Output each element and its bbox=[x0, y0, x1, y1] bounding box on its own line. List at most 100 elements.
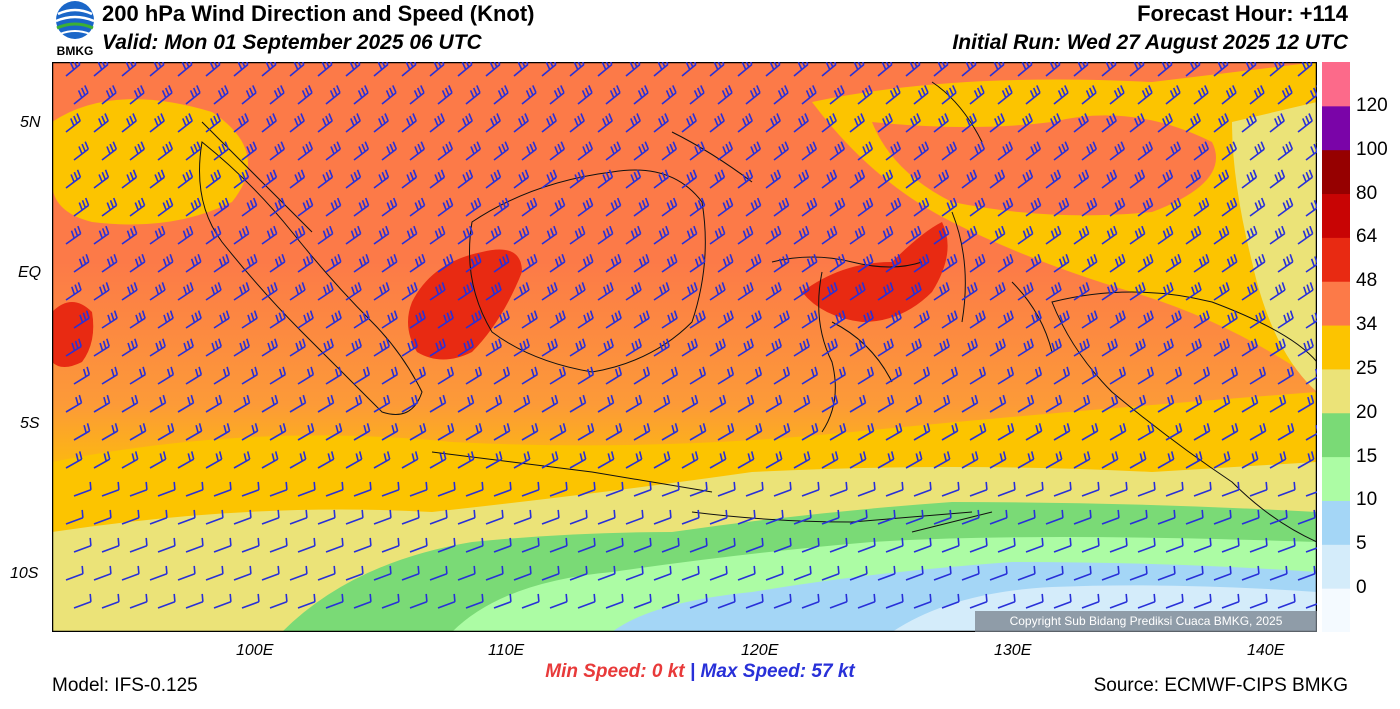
wind-barb bbox=[913, 423, 931, 441]
wind-barb bbox=[121, 451, 139, 469]
wind-barb bbox=[373, 62, 389, 77]
wind-barb bbox=[997, 481, 1016, 497]
wind-barb bbox=[1277, 366, 1295, 385]
wind-barb bbox=[541, 394, 559, 413]
wind-barb bbox=[1305, 198, 1317, 217]
wind-barb bbox=[1213, 394, 1231, 413]
wind-barb bbox=[745, 593, 764, 609]
wind-barb bbox=[773, 423, 791, 441]
wind-barb bbox=[689, 423, 707, 441]
wind-barb bbox=[605, 85, 621, 105]
wind-barb bbox=[513, 113, 529, 133]
wind-barb bbox=[1297, 394, 1315, 413]
wind-barb bbox=[457, 509, 476, 525]
wind-barb bbox=[765, 113, 781, 133]
wind-barb bbox=[149, 394, 167, 413]
wind-barb bbox=[297, 481, 316, 497]
wind-barb bbox=[93, 169, 110, 189]
wind-barb bbox=[297, 537, 316, 553]
wind-barb bbox=[849, 394, 867, 413]
wind-barb bbox=[241, 310, 258, 329]
wind-barb bbox=[605, 593, 624, 609]
wind-barb bbox=[1221, 141, 1238, 161]
wind-barb bbox=[745, 481, 764, 497]
wind-barb bbox=[149, 565, 168, 581]
wind-barb bbox=[773, 254, 790, 273]
wind-barb bbox=[709, 394, 727, 413]
wind-barb bbox=[969, 141, 986, 161]
wind-barb bbox=[961, 62, 977, 77]
wind-barb bbox=[1045, 113, 1061, 133]
wind-barb bbox=[793, 225, 810, 245]
wind-barb bbox=[213, 423, 231, 441]
wind-barb bbox=[829, 481, 848, 497]
wind-barb bbox=[717, 481, 736, 497]
wind-barb bbox=[1165, 481, 1184, 497]
colorbar-swatch bbox=[1322, 456, 1350, 501]
wind-barb bbox=[793, 451, 811, 469]
wind-barb bbox=[1185, 62, 1201, 77]
wind-barb bbox=[877, 62, 893, 77]
wind-barb bbox=[549, 85, 565, 105]
wind-barb bbox=[653, 282, 670, 301]
wind-barb bbox=[1249, 254, 1266, 273]
wind-barb bbox=[857, 593, 876, 609]
wind-barb bbox=[521, 310, 538, 329]
wind-barb bbox=[829, 85, 845, 105]
wind-barb bbox=[1241, 62, 1257, 77]
wind-barb bbox=[1053, 310, 1070, 329]
wind-barb bbox=[73, 366, 91, 385]
wind-barb bbox=[1081, 141, 1098, 161]
wind-barb bbox=[821, 282, 838, 301]
wind-barb bbox=[1269, 565, 1288, 581]
wind-barb bbox=[129, 254, 146, 273]
wind-barb bbox=[521, 537, 540, 553]
wind-barb bbox=[989, 169, 1006, 189]
wind-barb bbox=[185, 141, 202, 161]
wind-barb bbox=[597, 113, 613, 133]
zone-orange-ne bbox=[872, 115, 1216, 216]
wind-barb bbox=[269, 481, 288, 497]
wind-barb bbox=[1193, 537, 1212, 553]
wind-barb bbox=[961, 169, 978, 189]
wind-barb bbox=[717, 141, 734, 161]
wind-barb bbox=[577, 141, 594, 161]
wind-barb bbox=[689, 366, 707, 385]
wind-barb bbox=[577, 254, 594, 273]
wind-barb bbox=[969, 254, 986, 273]
wind-barb bbox=[65, 113, 81, 133]
wind-barb bbox=[801, 593, 820, 609]
wind-barb bbox=[177, 113, 193, 133]
wind-barb bbox=[1165, 310, 1182, 329]
wind-barb bbox=[121, 509, 140, 525]
wind-barb bbox=[1137, 423, 1155, 441]
wind-barb bbox=[1073, 394, 1091, 413]
wind-barb bbox=[681, 394, 699, 413]
wind-barb bbox=[597, 565, 616, 581]
colorbar-label: 25 bbox=[1356, 357, 1378, 379]
wind-barb bbox=[829, 366, 847, 385]
wind-barb bbox=[1109, 197, 1126, 217]
wind-barb bbox=[709, 225, 726, 245]
coast-papua bbox=[1051, 291, 1317, 543]
wind-barb bbox=[73, 310, 90, 329]
wind-barb bbox=[457, 565, 476, 581]
wind-barb bbox=[1157, 113, 1173, 133]
wind-barb bbox=[541, 225, 558, 245]
wind-barb bbox=[1081, 310, 1098, 329]
colorbar-swatch bbox=[1322, 62, 1350, 107]
wind-barb bbox=[485, 565, 504, 581]
wind-barb bbox=[1073, 225, 1090, 245]
wind-barb bbox=[429, 565, 448, 581]
wind-barb bbox=[681, 509, 700, 525]
wind-barb bbox=[429, 509, 448, 525]
wind-barb bbox=[1025, 85, 1041, 105]
wind-barb bbox=[409, 141, 426, 161]
wind-barb bbox=[1101, 394, 1119, 413]
wind-barb bbox=[65, 565, 84, 581]
wind-barb bbox=[997, 310, 1014, 329]
wind-barb bbox=[1017, 62, 1033, 77]
wind-barb bbox=[465, 593, 484, 609]
wind-barb bbox=[801, 481, 820, 497]
wind-barb bbox=[961, 394, 979, 413]
